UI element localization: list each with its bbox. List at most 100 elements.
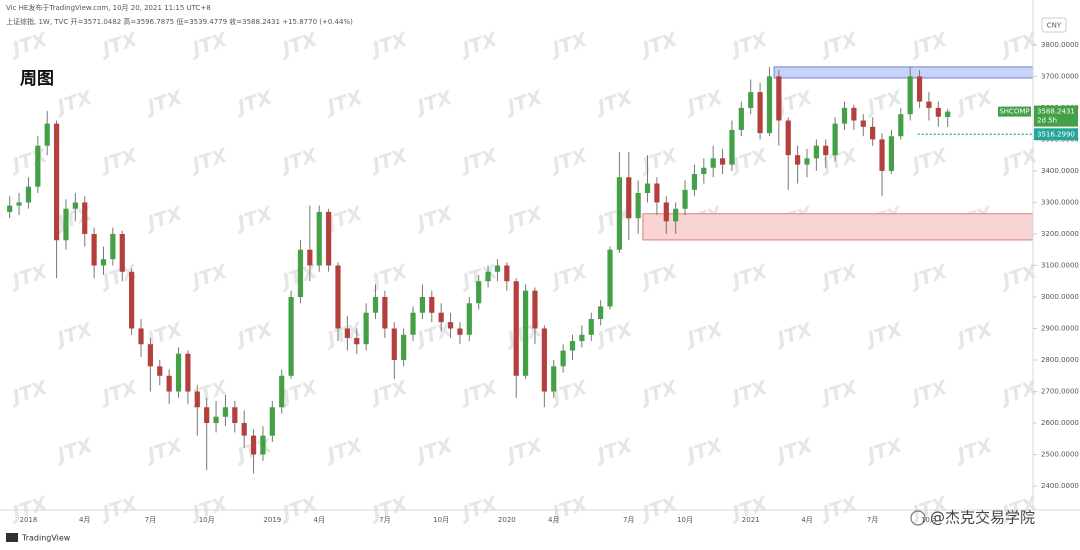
- candle-body: [569, 341, 576, 351]
- candle-body: [307, 249, 313, 266]
- candle-body: [138, 328, 144, 345]
- candle-body: [241, 423, 247, 436]
- candle-body: [344, 328, 350, 338]
- x-tick-label: 10月: [921, 516, 937, 524]
- candle-body: [494, 265, 501, 272]
- candle-body: [438, 312, 444, 323]
- period-label: 周图: [20, 69, 54, 89]
- candle-body: [579, 334, 585, 342]
- candle-body: [269, 407, 275, 436]
- x-tick-label: 4月: [79, 516, 90, 524]
- candle-body: [297, 249, 304, 297]
- candle-body: [91, 233, 97, 266]
- y-tick-label: 3200.0000: [1041, 230, 1079, 238]
- currency-box: [1041, 17, 1067, 33]
- price-marker: [998, 106, 1031, 117]
- y-tick-label: 3400.0000: [1041, 167, 1079, 175]
- x-tick-label: 2021: [742, 516, 760, 524]
- candle-body: [541, 328, 547, 392]
- candle-body: [748, 92, 754, 108]
- candle-body: [110, 233, 116, 260]
- candle-body: [898, 114, 904, 137]
- candle-body: [63, 208, 69, 241]
- candle-body: [354, 337, 360, 345]
- candle-body: [429, 296, 435, 313]
- candle-body: [119, 233, 125, 272]
- candle-body: [785, 120, 791, 156]
- candle-body: [607, 249, 613, 307]
- x-tick-label: 2020: [498, 516, 516, 524]
- candle-body: [682, 189, 688, 209]
- price-tag: [1034, 105, 1078, 127]
- candle-body: [504, 265, 510, 282]
- candle-body: [335, 265, 341, 329]
- candle-body: [926, 101, 932, 108]
- candle-body: [382, 296, 388, 329]
- x-tick-label: 4月: [313, 516, 324, 524]
- candle-body: [832, 123, 838, 156]
- x-tick-label: 4月: [548, 516, 559, 524]
- candle-body: [391, 328, 397, 360]
- x-tick-label: 10月: [677, 516, 693, 524]
- candle-body: [935, 107, 941, 117]
- candle-body: [673, 208, 679, 222]
- candle-body: [598, 306, 604, 320]
- candle-body: [157, 366, 163, 376]
- level-tag: [1034, 128, 1078, 141]
- y-tick-label: 3300.0000: [1041, 198, 1079, 206]
- candle-body: [7, 205, 13, 212]
- candle-body: [710, 158, 716, 168]
- candle-body: [522, 290, 529, 376]
- symbol-tag: SHCOMP: [999, 108, 1029, 116]
- candle-body: [654, 183, 660, 203]
- candle-body: [907, 76, 913, 115]
- candle-body: [626, 177, 632, 219]
- candle-body: [372, 296, 379, 313]
- zone: [642, 213, 1034, 241]
- candle-body: [823, 145, 829, 156]
- candle-body: [288, 296, 294, 376]
- currency: CNY: [1047, 22, 1062, 30]
- x-tick-label: 4月: [801, 516, 812, 524]
- candle-body: [279, 375, 285, 408]
- candle-body: [719, 158, 726, 165]
- symbol-info: 上证综指, 1W, TVC 开=3571.0482 高=3596.7875 低=…: [6, 17, 353, 26]
- candle-body: [879, 139, 885, 171]
- zone: [773, 66, 1034, 79]
- candle-body: [588, 319, 594, 335]
- x-tick-label: 2018: [20, 516, 38, 524]
- candle-body: [663, 202, 669, 222]
- candle-body: [166, 375, 172, 392]
- y-tick-label: 3700.0000: [1041, 72, 1079, 80]
- candle-body: [53, 123, 60, 241]
- x-tick-label: 7月: [867, 516, 878, 524]
- candle-body: [513, 281, 519, 376]
- price-label: 3588.2431: [1037, 108, 1075, 116]
- candle-body: [222, 407, 229, 417]
- y-tick-label: 2900.0000: [1041, 324, 1079, 332]
- candle-body: [644, 183, 651, 193]
- header: Vic HE发布于TradingView.com, 10月 20, 2021 1…: [6, 3, 211, 12]
- candle-body: [316, 211, 322, 266]
- candle-body: [204, 407, 210, 424]
- x-tick-label: 7月: [623, 516, 634, 524]
- candle-body: [729, 129, 735, 165]
- candle-body: [326, 211, 332, 266]
- candle-body: [766, 76, 773, 134]
- candle-body: [813, 145, 819, 159]
- candle-body: [738, 107, 744, 130]
- y-tick-label: 3100.0000: [1041, 261, 1079, 269]
- candle-body: [232, 407, 238, 424]
- y-tick-label: 3000.0000: [1041, 293, 1079, 301]
- candle-body: [485, 271, 491, 282]
- candle-body: [419, 296, 426, 313]
- candle-body: [476, 281, 482, 304]
- y-tick-label: 3800.0000: [1041, 41, 1079, 49]
- candle-body: [260, 435, 266, 455]
- candle-body: [851, 107, 857, 121]
- candle-body: [457, 328, 463, 335]
- candle-body: [560, 350, 566, 367]
- candle-body: [945, 111, 951, 118]
- candle-body: [25, 186, 32, 203]
